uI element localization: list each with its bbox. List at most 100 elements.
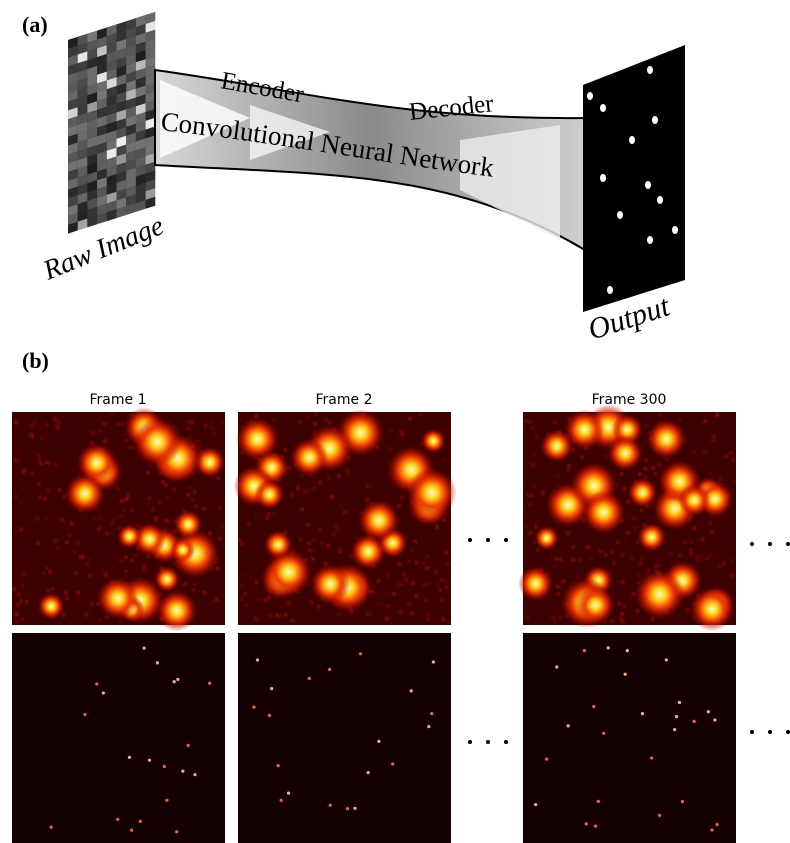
- blob: [627, 478, 657, 508]
- point: [534, 803, 537, 806]
- noise: [309, 600, 313, 604]
- point: [430, 712, 433, 715]
- noise: [689, 540, 693, 544]
- panel-label: (b): [22, 348, 49, 373]
- noise: [189, 420, 193, 424]
- point: [585, 822, 588, 825]
- noise: [559, 557, 563, 561]
- blob: [534, 526, 558, 550]
- spot: [629, 136, 635, 144]
- noise: [524, 419, 528, 423]
- noise: [148, 497, 152, 501]
- noise: [678, 553, 682, 557]
- noise: [257, 598, 261, 602]
- noise: [249, 576, 253, 580]
- noise: [143, 570, 147, 574]
- noise: [444, 551, 448, 555]
- blob: [38, 593, 65, 620]
- noise: [86, 563, 90, 567]
- point: [130, 829, 133, 832]
- noise: [657, 563, 661, 567]
- noise: [724, 455, 728, 459]
- noise: [571, 545, 575, 549]
- noise: [709, 521, 713, 525]
- noise: [612, 561, 616, 565]
- noise: [296, 484, 300, 488]
- noise: [183, 582, 187, 586]
- noise: [708, 472, 712, 476]
- noise: [16, 459, 20, 463]
- noise: [44, 423, 48, 427]
- noise: [552, 616, 556, 620]
- noise: [445, 589, 449, 593]
- noise: [37, 482, 41, 486]
- point: [50, 826, 53, 829]
- noise: [98, 429, 102, 433]
- noise: [709, 553, 713, 557]
- point: [193, 773, 196, 776]
- noise: [275, 613, 279, 617]
- noise: [125, 438, 129, 442]
- noise: [216, 476, 220, 480]
- noise: [373, 591, 377, 595]
- noise: [303, 489, 307, 493]
- noise: [38, 496, 42, 500]
- noise: [402, 573, 406, 577]
- localized-frame: [523, 633, 736, 843]
- point: [287, 792, 290, 795]
- point: [280, 799, 283, 802]
- noise: [577, 559, 581, 563]
- noise: [314, 412, 318, 416]
- noise: [553, 420, 557, 424]
- noise: [133, 553, 137, 557]
- noise: [119, 619, 123, 623]
- noise: [622, 487, 626, 491]
- point: [410, 689, 413, 692]
- spot: [645, 181, 651, 189]
- spot: [647, 66, 653, 74]
- noise: [318, 480, 322, 484]
- noise: [254, 580, 258, 584]
- blob: [117, 524, 141, 548]
- noise: [53, 463, 57, 467]
- blob: [582, 491, 626, 535]
- noise: [333, 523, 337, 527]
- noise: [422, 583, 426, 587]
- noise: [188, 486, 192, 490]
- noise: [204, 424, 208, 428]
- point: [176, 678, 179, 681]
- noise: [126, 493, 130, 497]
- noise: [422, 562, 426, 566]
- noise: [272, 512, 276, 516]
- spot: [587, 92, 593, 100]
- noise: [194, 504, 198, 508]
- noise: [651, 466, 655, 470]
- noise: [379, 603, 383, 607]
- noise: [14, 620, 18, 624]
- noise: [638, 472, 642, 476]
- noise: [254, 414, 258, 418]
- noise: [74, 571, 78, 575]
- noise: [411, 581, 415, 585]
- noise: [318, 527, 322, 531]
- noise: [298, 420, 302, 424]
- noise: [46, 589, 50, 593]
- noise: [426, 582, 430, 586]
- noise: [84, 613, 88, 617]
- noise: [436, 582, 440, 586]
- noise: [337, 612, 341, 616]
- noise: [243, 592, 247, 596]
- noise: [192, 588, 196, 592]
- noise: [119, 558, 123, 562]
- noise: [307, 541, 311, 545]
- noise: [130, 508, 134, 512]
- noise: [19, 599, 23, 603]
- figure: (a) Convolutional Neural Network Encoder…: [0, 0, 790, 843]
- point: [156, 661, 159, 664]
- noise: [571, 558, 575, 562]
- noise: [435, 525, 439, 529]
- noise: [644, 458, 648, 462]
- point: [545, 757, 548, 760]
- point: [658, 814, 661, 817]
- noise: [112, 518, 116, 522]
